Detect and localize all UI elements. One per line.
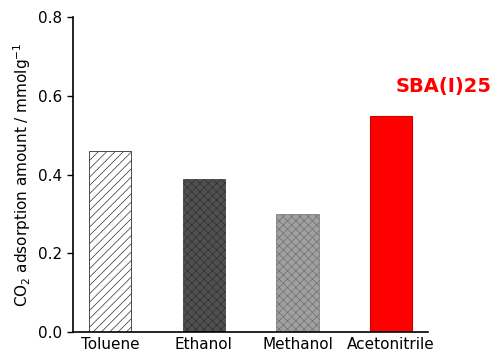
Bar [370,115,412,332]
Text: SBA(I)25: SBA(I)25 [396,77,492,96]
Bar [89,151,132,332]
Y-axis label: CO$_2$ adsorption amount / mmolg$^{-1}$: CO$_2$ adsorption amount / mmolg$^{-1}$ [11,42,33,307]
Bar [183,179,225,332]
Bar [276,214,318,332]
